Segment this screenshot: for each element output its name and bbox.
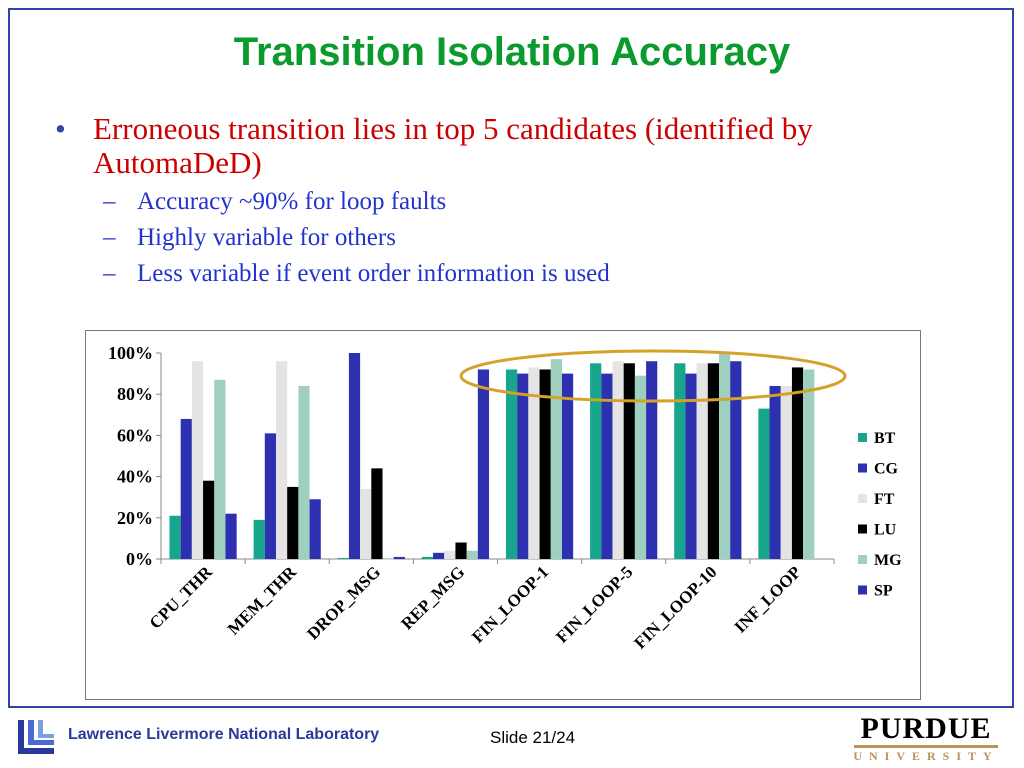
bar-mg-fin_loop-10 [719,353,731,559]
legend-label-lu: LU [874,522,897,539]
main-bullet: • Erroneous transition lies in top 5 can… [55,112,975,180]
bar-lu-drop_msg [371,468,383,559]
legend-label-mg: MG [874,552,902,569]
bar-cg-cpu_thr [180,418,192,559]
sub-bullet-text: Highly variable for others [137,224,396,251]
bar-cg-fin_loop-10 [685,373,697,559]
bar-lu-cpu_thr [203,480,215,559]
legend-swatch-sp [858,585,867,595]
bar-ft-cpu_thr [191,361,204,559]
x-tick-label: DROP_MSG [303,562,384,643]
bar-ft-rep_msg [444,550,456,559]
bar-sp-rep_msg [477,369,490,559]
sub-bullet-marker: – [103,224,116,251]
purdue-logo: PURDUE UNIVERSITY [848,714,1004,763]
bar-lu-inf_loop [791,367,804,559]
x-tick-label: REP_MSG [397,562,468,633]
lab-name: Lawrence Livermore National Laboratory [68,726,380,743]
legend-swatch-lu [858,524,867,534]
bar-mg-cpu_thr [214,379,226,559]
x-tick-label: MEM_THR [224,562,301,639]
x-tick-label: FIN_LOOP-1 [468,562,552,646]
bullet-marker: • [55,111,66,146]
legend-label-ft: FT [874,491,895,508]
x-tick-label: INF_LOOP [731,562,805,636]
bar-lu-rep_msg [455,542,467,559]
sub-bullet-marker: – [103,188,116,215]
bar-mg-inf_loop [803,369,815,559]
bar-cg-fin_loop-5 [601,373,613,559]
bar-cg-fin_loop-1 [517,373,529,559]
bar-sp-fin_loop-5 [646,361,658,559]
bar-cg-rep_msg [433,552,445,559]
legend-label-cg: CG [874,461,899,478]
bar-bt-drop_msg [337,557,349,559]
legend-swatch-ft [858,494,867,503]
bar-chart: 0% 20% 40% 60% 80% 100% CPU_THR MEM_THR DROP_MSG… [108,343,902,653]
bar-sp-fin_loop-1 [561,373,574,559]
bar-bt-cpu_thr [169,515,181,559]
chart-container: 0% 20% 40% 60% 80% 100% CPU_THR MEM_THR DROP_MSG… [85,330,921,700]
bar-ft-fin_loop-1 [528,367,540,559]
x-tick-label: CPU_THR [146,562,217,633]
bar-cg-drop_msg [348,353,361,559]
bar-lu-fin_loop-1 [539,369,551,559]
sub-bullet-marker: – [103,260,116,287]
bar-lu-fin_loop-10 [707,363,720,559]
purdue-wordmark: PURDUE [860,712,992,745]
bar-bt-rep_msg [421,556,434,559]
bar-ft-fin_loop-10 [696,363,708,559]
purdue-rule [854,745,998,748]
y-tick-label: 100% [108,343,153,363]
bar-bt-fin_loop-1 [505,369,518,559]
legend-swatch-mg [858,555,867,564]
legend-label-bt: BT [874,430,896,447]
sub-bullet: – Highly variable for others [55,220,975,256]
y-tick-label: 20% [117,508,153,528]
bar-lu-fin_loop-5 [623,363,635,559]
bar-bt-mem_thr [253,519,265,559]
bar-lu-mem_thr [287,486,299,559]
purdue-university: UNIVERSITY [853,749,999,763]
y-tick-label: 80% [117,384,153,404]
slide-title: Transition Isolation Accuracy [233,30,791,74]
llnl-logo-icon [18,720,54,754]
sub-bullet-text: Accuracy ~90% for loop faults [137,188,447,215]
bar-mg-fin_loop-1 [550,359,562,559]
y-tick-label: 40% [117,467,153,487]
bar-cg-mem_thr [264,433,276,559]
bar-sp-mem_thr [309,499,321,559]
slide-frame [8,8,1014,708]
legend-label-sp: SP [874,583,893,600]
bar-mg-rep_msg [466,550,478,559]
sub-bullet-text: Less variable if event order information… [137,260,610,287]
bar-mg-mem_thr [298,385,310,559]
bar-sp-drop_msg [393,556,405,559]
bar-bt-fin_loop-5 [590,363,602,559]
bar-ft-mem_thr [275,361,288,559]
y-tick-label: 0% [126,549,153,569]
sub-bullet: – Less variable if event order informati… [55,256,975,292]
bar-mg-drop_msg [382,559,394,560]
main-bullet-text: Erroneous transition lies in top 5 candi… [93,111,813,180]
bar-ft-drop_msg [360,488,372,559]
bar-bt-fin_loop-10 [674,363,686,559]
bar-ft-inf_loop [780,385,792,559]
bar-bt-inf_loop [758,408,770,559]
x-tick-label: FIN_LOOP-10 [630,562,720,652]
sub-bullet: – Accuracy ~90% for loop faults [55,184,975,220]
bullet-list: • Erroneous transition lies in top 5 can… [55,112,975,292]
legend-swatch-bt [858,433,867,442]
slide-number: Slide 21/24 [490,728,576,747]
y-tick-label: 60% [117,425,153,445]
bar-ft-fin_loop-5 [612,361,624,559]
bar-mg-fin_loop-5 [634,375,647,559]
x-tick-label: FIN_LOOP-5 [552,562,636,646]
bar-sp-fin_loop-10 [730,361,742,559]
bar-sp-cpu_thr [225,513,237,559]
bar-cg-inf_loop [769,385,781,559]
legend-swatch-cg [858,463,867,473]
